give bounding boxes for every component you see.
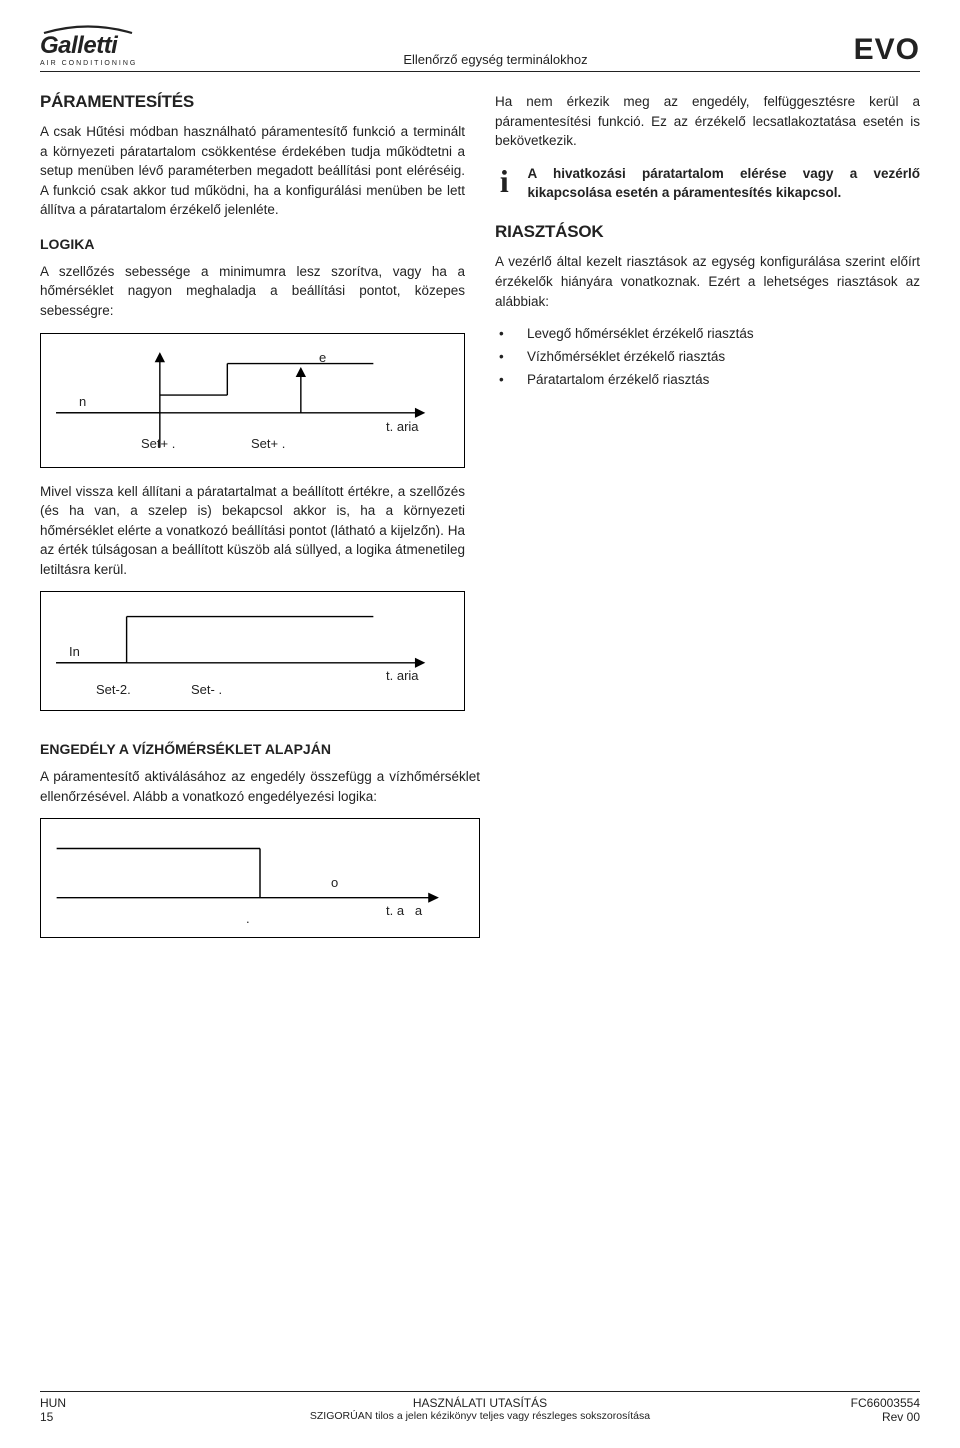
diagram-fan-speed: n e t. aria Set+ . Set+ . [40,333,465,468]
page-header: Galletti AIR CONDITIONING Ellenőrző egys… [40,24,920,72]
body-text: Ha nem érkezik meg az engedély, felfügge… [495,92,920,151]
diagram-label: t. a a [386,903,422,918]
body-text: A páramentesítő aktiválásához az engedél… [40,767,480,806]
diagram-water-enable: o t. a a . [40,818,480,938]
diagram-label: Set- . [191,682,222,697]
diagram-label: e [319,350,326,365]
diagram-label: n [79,394,86,409]
body-text: A csak Hűtési módban használható páramen… [40,122,465,220]
brand-block: Galletti AIR CONDITIONING [40,24,137,67]
diagram-label: t. aria [386,668,419,683]
footer-doc-title: HASZNÁLATI UTASÍTÁS [160,1396,800,1410]
footer-right: FC66003554 Rev 00 [800,1396,920,1424]
body-text: A vezérlő által kezelt riasztások az egy… [495,252,920,311]
brand-subtitle: AIR CONDITIONING [40,60,137,67]
diagram-label: Set-2. [96,682,131,697]
subsection-heading: ENGEDÉLY A VÍZHŐMÉRSÉKLET ALAPJÁN [40,741,480,757]
body-text: Mivel vissza kell állítani a páratartalm… [40,482,465,580]
section-heading: RIASZTÁSOK [495,222,920,242]
diagram-label: In [69,644,80,659]
diagram-label: Set+ . [251,436,285,451]
body-text: A szellőzés sebessége a minimumra lesz s… [40,262,465,321]
section-heading: PÁRAMENTESÍTÉS [40,92,465,112]
footer-left: HUN 15 [40,1396,160,1424]
list-item: Levegő hőmérséklet érzékelő riasztás [495,323,920,346]
diagram-label: Set+ . [141,436,175,451]
left-column: PÁRAMENTESÍTÉS A csak Hűtési módban hasz… [40,92,465,725]
header-model: EVO [854,33,920,67]
brand-logo: Galletti [40,34,117,58]
right-column: Ha nem érkezik meg az engedély, felfügge… [495,92,920,725]
footer-page: 15 [40,1410,160,1424]
diagram-label: . [246,911,250,926]
footer-rev: Rev 00 [800,1410,920,1424]
info-text: A hivatkozási páratartalom elérése vagy … [528,165,920,203]
subsection-heading: LOGIKA [40,236,465,252]
info-callout: i A hivatkozási páratartalom elérése vag… [495,165,920,203]
footer-code: FC66003554 [800,1396,920,1410]
diagram-hysteresis: In t. aria Set-2. Set- . [40,591,465,711]
footer-copyright: SZIGORÚAN tilos a jelen kézikönyv teljes… [160,1410,800,1422]
page-footer: HUN 15 HASZNÁLATI UTASÍTÁS SZIGORÚAN til… [40,1391,920,1424]
list-item: Vízhőmérséklet érzékelő riasztás [495,346,920,369]
footer-lang: HUN [40,1396,160,1410]
diagram-label: t. aria [386,419,419,434]
footer-center: HASZNÁLATI UTASÍTÁS SZIGORÚAN tilos a je… [160,1396,800,1422]
info-icon: i [495,165,514,197]
alarm-list: Levegő hőmérséklet érzékelő riasztás Víz… [495,323,920,392]
header-title: Ellenőrző egység terminálokhoz [137,52,853,67]
diagram-label: o [331,875,338,890]
lower-left-block: ENGEDÉLY A VÍZHŐMÉRSÉKLET ALAPJÁN A pára… [40,741,480,938]
list-item: Páratartalom érzékelő riasztás [495,369,920,392]
